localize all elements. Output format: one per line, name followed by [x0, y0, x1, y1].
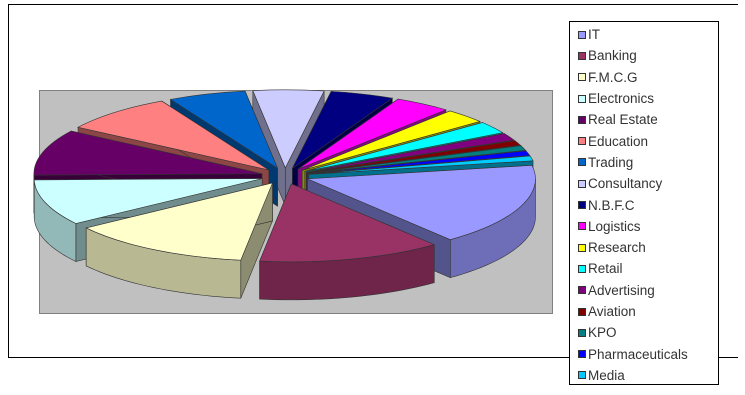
legend-item-logistics: Logistics [578, 216, 718, 237]
legend-swatch [578, 243, 586, 252]
legend-label: Education [588, 133, 649, 149]
legend-item-research: Research [578, 237, 718, 258]
legend-label: Media [588, 367, 625, 383]
legend-label: KPO [588, 325, 617, 341]
legend-swatch [578, 179, 586, 188]
pie-slice-f-m-c-g [85, 182, 273, 299]
legend-item-pharmaceuticals: Pharmaceuticals [578, 343, 718, 364]
legend-item-kpo: KPO [578, 322, 718, 343]
legend-swatch [578, 115, 586, 124]
legend-item-media: Media [578, 365, 718, 386]
legend-swatch [578, 307, 586, 316]
legend-swatch [578, 286, 586, 295]
legend-swatch [578, 371, 586, 380]
legend-item-electronics: Electronics [578, 88, 718, 109]
pie-slice-banking [259, 183, 436, 301]
legend-swatch [578, 73, 586, 82]
legend-swatch [578, 350, 586, 359]
legend-item-trading: Trading [578, 152, 718, 173]
legend-item-advertising: Advertising [578, 280, 718, 301]
legend-label: Research [588, 240, 646, 256]
legend-item-retail: Retail [578, 258, 718, 279]
legend-item-aviation: Aviation [578, 301, 718, 322]
legend-item-consultancy: Consultancy [578, 173, 718, 194]
legend-swatch [578, 137, 586, 146]
legend-label: Consultancy [588, 176, 663, 192]
legend-item-banking: Banking [578, 45, 718, 66]
legend-swatch [578, 222, 586, 231]
legend-swatch [578, 51, 586, 60]
legend-label: Banking [588, 48, 637, 64]
legend-swatch [578, 201, 586, 210]
legend-item-education: Education [578, 130, 718, 151]
legend-item-it: IT [578, 24, 718, 45]
legend-swatch [578, 158, 586, 167]
legend-item-f-m-c-g: F.M.C.G [578, 67, 718, 88]
legend-label: Trading [588, 154, 634, 170]
legend-label: N.B.F.C [588, 197, 635, 213]
legend-label: Aviation [588, 304, 636, 319]
legend-label: Pharmaceuticals [588, 346, 688, 362]
legend-label: F.M.C.G [588, 69, 638, 85]
legend: IT Banking F.M.C.G Electronics Real Estate Ed… [569, 21, 719, 385]
legend-item-n-b-f-c: N.B.F.C [578, 194, 718, 215]
legend-label: Real Estate [588, 112, 658, 128]
legend-swatch [578, 328, 586, 337]
legend-label: Retail [588, 261, 623, 277]
legend-label: IT [588, 27, 600, 43]
legend-label: Advertising [588, 282, 655, 298]
legend-swatch [578, 264, 586, 273]
legend-swatch [578, 30, 586, 39]
legend-label: Logistics [588, 218, 641, 234]
legend-label: Electronics [588, 91, 655, 107]
legend-item-real-estate: Real Estate [578, 109, 718, 130]
legend-swatch [578, 94, 586, 103]
